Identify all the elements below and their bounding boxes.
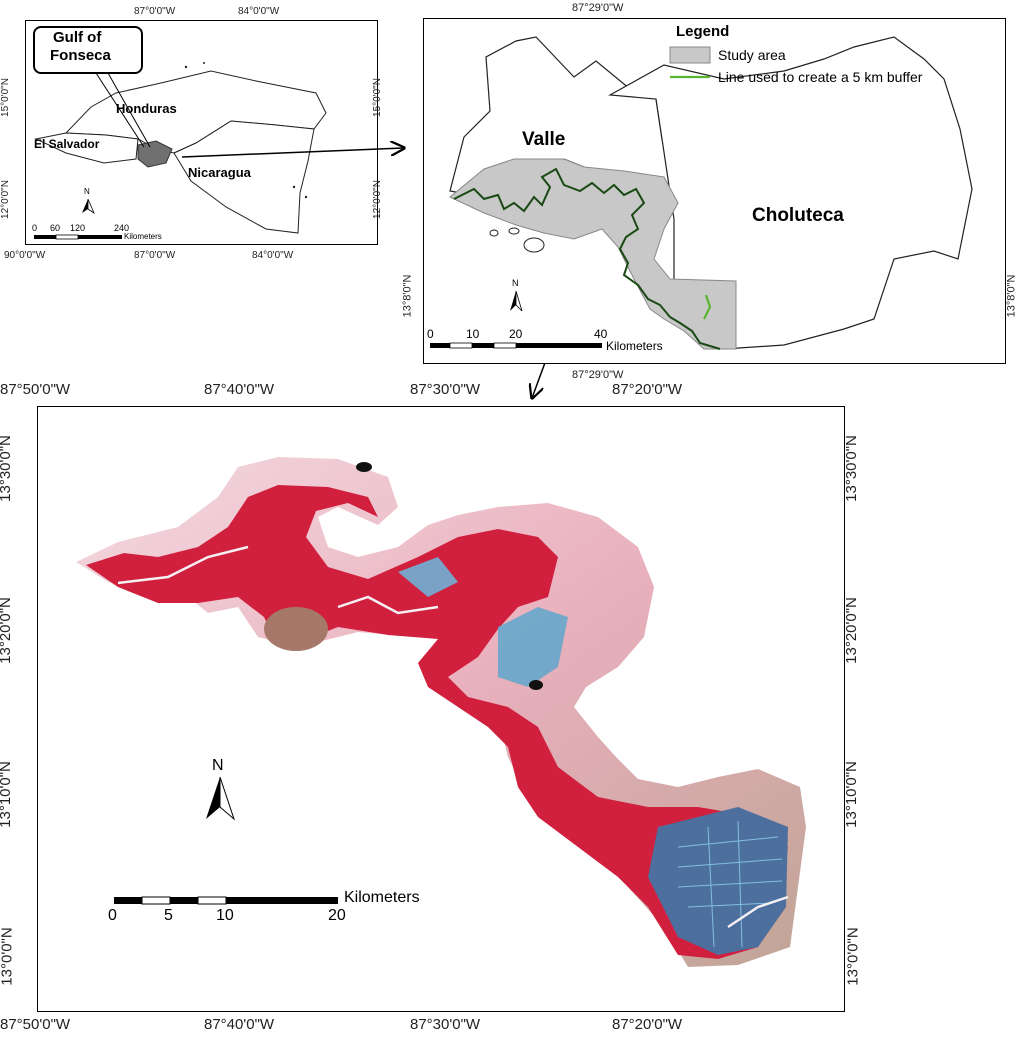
image-right-tick-2: 13°20'0"N	[842, 597, 860, 664]
image-bottom-tick-1: 87°50'0"W	[0, 1016, 71, 1033]
study-top-tick: 87°29'0"W	[572, 2, 624, 14]
gulf-of-fonseca-area	[137, 140, 173, 168]
overview-bottom-tick-2: 87°0'0"W	[134, 250, 176, 261]
overview-left-tick-1: 15°0'0"N	[0, 78, 11, 117]
study-north-arrow	[510, 290, 523, 312]
image-river-1	[117, 545, 249, 585]
overview-right-tick-1: 15°0'0"N	[371, 78, 383, 117]
overview-scale-bar	[34, 234, 122, 240]
overview-north-label: N	[84, 187, 90, 196]
study-bottom-tick: 87°29'0"W	[572, 369, 624, 381]
overview-map: Gulf of Fonseca Honduras El Salvador Nic…	[25, 20, 378, 245]
coastline	[453, 167, 721, 350]
study-scale-40: 40	[594, 327, 608, 341]
overview-top-tick-1: 87°0'0"W	[134, 6, 176, 17]
study-area-buffer	[449, 158, 737, 350]
image-north-arrow	[206, 776, 236, 821]
overview-bottom-tick-3: 84°0'0"W	[252, 250, 294, 261]
image-top-tick-3: 87°30'0"W	[410, 381, 481, 398]
image-shrimp-ponds-3	[398, 557, 458, 597]
image-scale-unit: Kilometers	[344, 889, 420, 906]
el-salvador-outline	[34, 132, 139, 164]
image-shrimp-ponds-1	[648, 807, 788, 955]
overview-left-tick-2: 12°0'0"N	[0, 180, 11, 219]
image-left-tick-4: 13°0'0"N	[0, 927, 16, 986]
satellite-image-drawing	[76, 457, 806, 967]
image-scale-5: 5	[164, 907, 173, 924]
study-map-drawing	[430, 36, 973, 350]
choluteca-outline	[607, 36, 973, 350]
overview-north-arrow	[82, 198, 95, 215]
overview-top-tick-2: 84°0'0"W	[238, 6, 280, 17]
overview-scale-unit: Kilometers	[124, 232, 162, 241]
study-right-tick: 13°8'0"N	[1005, 274, 1018, 318]
image-top-tick-2: 87°40'0"W	[204, 381, 275, 398]
study-north-label: N	[512, 278, 519, 288]
study-scale-10: 10	[466, 327, 480, 341]
image-north-label: N	[212, 757, 224, 774]
nicaragua-label: Nicaragua	[188, 165, 251, 180]
image-right-tick-4: 13°0'0"N	[844, 927, 862, 986]
image-left-tick-2: 13°20'0"N	[0, 597, 14, 664]
study-scale-unit: Kilometers	[606, 339, 663, 353]
gulf-callout-box	[33, 26, 143, 74]
legend-title: Legend	[676, 23, 730, 40]
overview-scale-0: 0	[32, 223, 38, 233]
overview-bottom-tick-1: 90°0'0"W	[4, 250, 46, 261]
legend-swatch-study-area	[669, 46, 711, 64]
study-scale-0: 0	[427, 327, 434, 341]
image-left-tick-3: 13°10'0"N	[0, 761, 14, 828]
overview-scale-240: 240	[114, 223, 130, 233]
legend-label-buffer-line: Line used to create a 5 km buffer	[718, 69, 923, 85]
study-scale-20: 20	[509, 327, 523, 341]
image-river-2	[337, 595, 439, 615]
el-salvador-label: El Salvador	[34, 137, 100, 151]
image-top-tick-4: 87°20'0"W	[612, 381, 683, 398]
image-scale-20: 20	[328, 907, 346, 924]
image-volcano	[264, 607, 328, 651]
image-bottom-tick-2: 87°40'0"W	[204, 1016, 275, 1033]
callout-line-2: Fonseca	[50, 47, 111, 64]
image-right-tick-3: 13°10'0"N	[842, 761, 860, 828]
overview-right-tick-2: 12°0'0"N	[371, 180, 383, 219]
image-mangrove	[86, 485, 788, 959]
honduras-label: Honduras	[116, 101, 177, 116]
image-shrimp-ponds-2	[498, 607, 568, 687]
image-scale-bar	[114, 896, 338, 905]
overview-scale-60: 60	[50, 223, 61, 233]
callout-line-1: Gulf of	[53, 29, 102, 46]
image-top-tick-1: 87°50'0"W	[0, 381, 71, 398]
image-scale-10: 10	[216, 907, 234, 924]
legend-label-study-area: Study area	[718, 47, 786, 63]
image-scale-0: 0	[108, 907, 117, 924]
valle-label: Valle	[522, 129, 566, 150]
study-area-map: Legend Study area Line used to create a …	[423, 18, 1006, 364]
image-bottom-tick-4: 87°20'0"W	[612, 1016, 683, 1033]
choluteca-label: Choluteca	[752, 205, 844, 226]
study-scale-bar	[430, 342, 602, 349]
image-bottom-tick-3: 87°30'0"W	[410, 1016, 481, 1033]
image-left-tick-1: 13°30'0"N	[0, 435, 14, 502]
study-left-tick: 13°8'0"N	[401, 274, 414, 318]
image-river-3	[727, 895, 789, 929]
buffer-line	[703, 294, 712, 320]
image-right-tick-1: 13°30'0"N	[842, 435, 860, 502]
satellite-image-map: N 0 5 10 20 Kilometers	[37, 406, 845, 1012]
overview-scale-120: 120	[70, 223, 86, 233]
